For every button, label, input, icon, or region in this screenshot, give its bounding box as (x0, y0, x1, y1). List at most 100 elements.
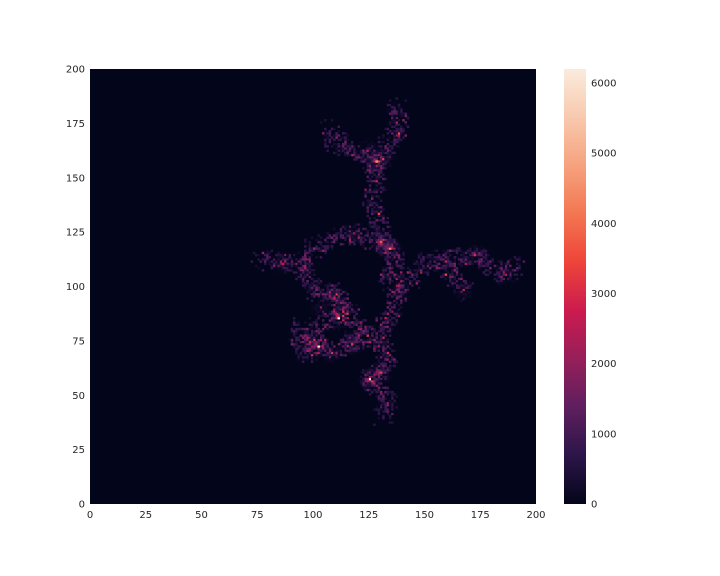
heatmap-cell (370, 212, 374, 216)
heatmap-cell (339, 321, 343, 324)
heatmap-cell (355, 229, 358, 233)
heatmap-cell (373, 327, 376, 331)
heatmap-cell (384, 151, 387, 155)
heatmap-cell (384, 177, 387, 181)
heatmap-cell (368, 151, 372, 155)
heatmap-cell (511, 269, 514, 272)
heatmap-cell (399, 284, 403, 287)
heatmap-cell (375, 208, 378, 211)
heatmap-cell (330, 351, 334, 355)
heatmap-cell (377, 345, 381, 348)
heatmap-cell (328, 129, 332, 133)
heatmap-cell (384, 247, 387, 250)
heatmap-cell (466, 284, 470, 287)
heatmap-cell (304, 282, 307, 285)
heatmap-cell (370, 145, 374, 148)
heatmap-cell (346, 347, 349, 350)
heatmap-cell (292, 334, 296, 337)
heatmap-cell (353, 221, 356, 224)
heatmap-cell (301, 330, 305, 333)
heatmap-cell (382, 156, 385, 159)
heatmap-cell (270, 264, 274, 268)
heatmap-cell (341, 319, 345, 322)
heatmap-cell (379, 273, 383, 276)
heatmap-cell (406, 288, 410, 292)
heatmap-cell (353, 147, 356, 150)
heatmap-cell (348, 229, 352, 233)
heatmap-cell (406, 114, 410, 118)
heatmap-cell (460, 253, 463, 257)
heatmap-cell (355, 319, 358, 322)
heatmap-cell (386, 338, 390, 342)
heatmap-cell (310, 269, 314, 272)
heatmap-cell (355, 149, 358, 152)
heatmap-cell (500, 264, 503, 268)
heatmap-cell (370, 384, 374, 387)
heatmap-cell (348, 338, 352, 342)
heatmap-cell (319, 316, 323, 320)
heatmap-cell (350, 240, 354, 244)
heatmap-cell (395, 301, 399, 305)
heatmap-cell (435, 258, 439, 261)
heatmap-cell (324, 345, 327, 348)
heatmap-cell (317, 316, 320, 320)
heatmap-cell (277, 251, 280, 255)
heatmap-cell (399, 258, 403, 261)
heatmap-cell (344, 236, 347, 239)
heatmap-cell (328, 360, 332, 363)
heatmap-cell (277, 260, 280, 263)
heatmap-cell (357, 349, 361, 353)
heatmap-cell (379, 408, 383, 411)
heatmap-cell (370, 375, 374, 379)
heatmap-cell (353, 240, 356, 244)
heatmap-cell (375, 175, 378, 179)
heatmap-cell (368, 386, 372, 390)
heatmap-cell (350, 310, 354, 313)
heatmap-cell (281, 266, 285, 270)
heatmap-cell (337, 293, 341, 296)
heatmap-cell (471, 262, 474, 266)
heatmap-cell (292, 316, 296, 320)
heatmap-cell (391, 116, 394, 120)
heatmap-cell (391, 358, 394, 361)
heatmap-cell (370, 369, 374, 372)
heatmap-cell (426, 262, 430, 266)
heatmap-cell (299, 334, 303, 337)
heatmap-cell (417, 286, 421, 289)
heatmap-cell (353, 151, 356, 155)
heatmap-cell (379, 229, 383, 233)
heatmap-cell (379, 234, 383, 237)
heatmap-cell (417, 269, 421, 272)
heatmap-cell (359, 156, 363, 159)
heatmap-cell (357, 238, 361, 242)
heatmap-cell (509, 266, 512, 270)
heatmap-cell (315, 340, 318, 344)
heatmap-cell (346, 314, 349, 318)
heatmap-cell (460, 260, 463, 263)
heatmap-cell (379, 153, 383, 157)
heatmap-cell (292, 332, 296, 335)
heatmap-cell (513, 273, 517, 276)
heatmap-cell (341, 347, 345, 350)
heatmap-cell (310, 303, 314, 307)
heatmap-cell (386, 345, 390, 348)
heatmap-cell (341, 299, 345, 303)
y-tick-label: 25 (72, 445, 85, 456)
heatmap-cell (469, 286, 472, 289)
heatmap-cell (413, 262, 416, 266)
heatmap-cell (399, 288, 403, 292)
heatmap-cell (330, 340, 334, 344)
heatmap-cell (393, 299, 396, 303)
heatmap-cell (261, 269, 265, 272)
heatmap-cell (393, 116, 396, 120)
heatmap-cell (391, 245, 394, 248)
heatmap-cell (270, 266, 274, 270)
heatmap-cell (391, 101, 394, 105)
heatmap-cell (346, 349, 349, 353)
heatmap-cell (272, 256, 276, 259)
heatmap-cell (359, 345, 363, 348)
heatmap-cell (446, 258, 450, 261)
heatmap-cell (391, 108, 394, 111)
heatmap-cell (346, 336, 349, 339)
